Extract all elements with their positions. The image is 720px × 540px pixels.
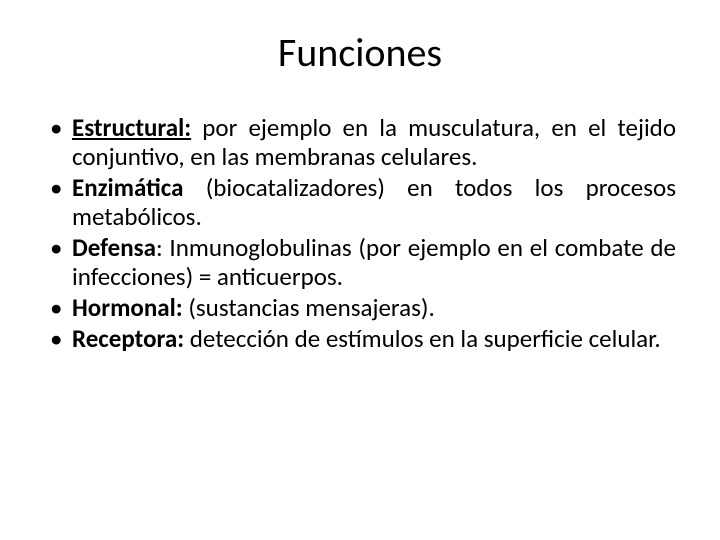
bullet-item: Receptora: detección de estímulos en la … [44, 324, 676, 353]
slide: Funciones Estructural: por ejemplo en la… [0, 0, 720, 540]
slide-title: Funciones [44, 28, 676, 77]
bullet-item-label: Estructural: [72, 112, 191, 143]
bullet-item-text: detección de estímulos en la superficie … [184, 323, 661, 354]
bullet-item-label: Hormonal: [72, 292, 183, 323]
bullet-item-text: (sustancias mensajeras). [183, 292, 435, 323]
bullet-item-label: Receptora: [72, 323, 184, 354]
bullet-item: Hormonal: (sustancias mensajeras). [44, 293, 676, 322]
bullet-list: Estructural: por ejemplo en la musculatu… [44, 113, 676, 353]
bullet-item: Defensa: Inmunoglobulinas (por ejemplo e… [44, 233, 676, 291]
bullet-item: Estructural: por ejemplo en la musculatu… [44, 113, 676, 171]
bullet-item-label: Enzimática [72, 172, 183, 203]
bullet-item-label: Defensa [72, 232, 156, 263]
bullet-item-text: : Inmunoglobulinas (por ejemplo en el co… [72, 232, 676, 292]
bullet-item: Enzimática (biocatalizadores) en todos l… [44, 173, 676, 231]
